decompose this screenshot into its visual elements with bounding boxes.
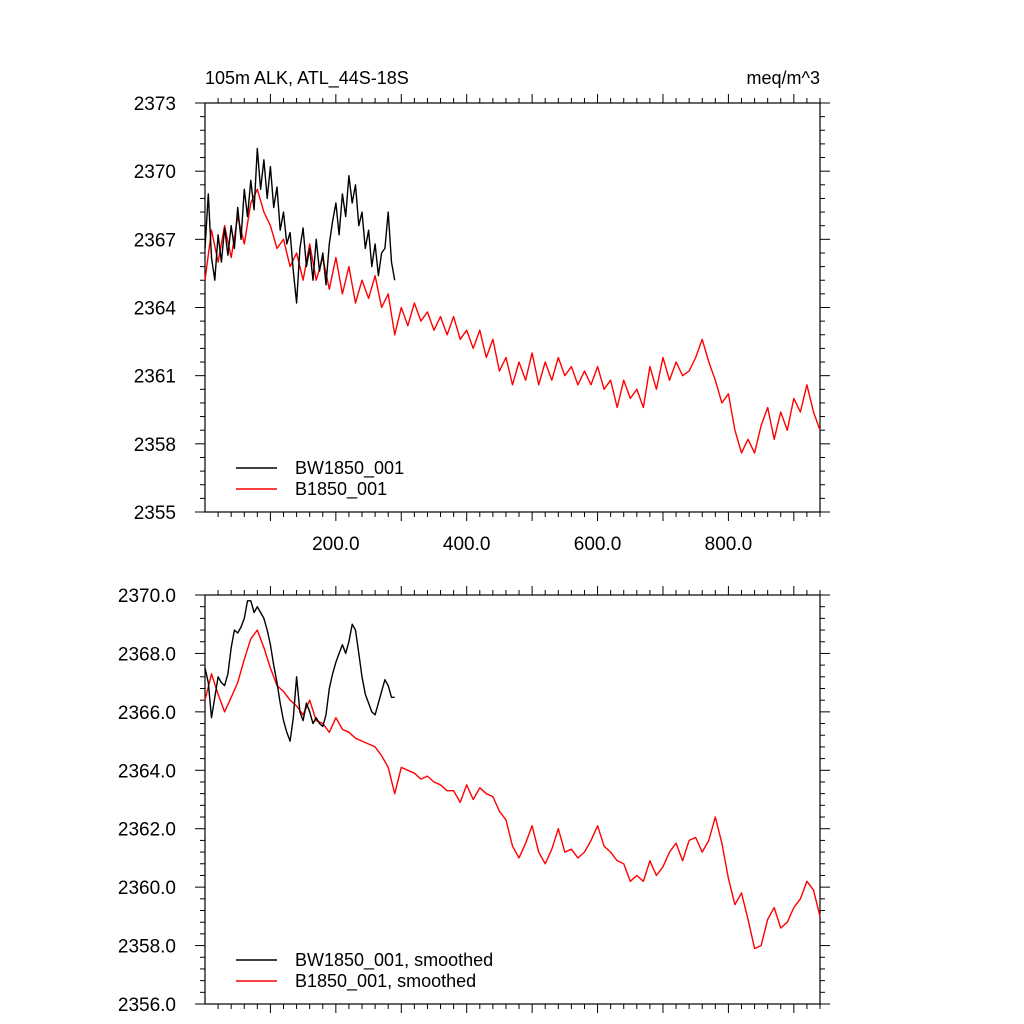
bottom-panel-y-tick-label: 2360.0 — [118, 878, 176, 899]
top-panel-y-tick-label: 2358 — [134, 435, 176, 456]
top-panel-x-tick-label: 800.0 — [705, 534, 753, 555]
bottom-panel-legend-label: B1850_001, smoothed — [295, 971, 476, 992]
bottom-panel-y-tick-label: 2366.0 — [118, 703, 176, 724]
top-panel-y-tick-label: 2355 — [134, 503, 176, 524]
bottom-panel: 2356.0 2358.0 2360.0 2362.0 2364.0 2366.0 2368… — [118, 586, 830, 1016]
bottom-panel-y-tick-labels: 2356.0 2358.0 2360.0 2362.0 2364.0 2366.0 2368… — [118, 586, 176, 1016]
bottom-panel-series-lines — [204, 600, 821, 950]
bottom-panel-plot-frame — [204, 594, 821, 1005]
bottom-panel-legend-label: BW1850_001, smoothed — [295, 950, 493, 971]
bottom-panel-y-tick-label: 2358.0 — [118, 937, 176, 958]
top-panel-x-tick-labels: 200.0 400.0 600.0 800.0 — [312, 534, 752, 555]
top-panel-series-black-line — [204, 147, 396, 304]
top-panel-legend-label: B1850_001 — [295, 479, 387, 500]
bottom-panel-ticks — [195, 586, 830, 1013]
top-panel-y-tick-label: 2373 — [134, 94, 176, 115]
top-panel-series-red-line — [204, 188, 821, 454]
top-panel-y-tick-label: 2367 — [134, 230, 176, 251]
top-panel-title: 105m ALK, ATL_44S-18S — [205, 68, 409, 89]
top-panel-plot-frame — [204, 102, 821, 513]
top-panel-y-tick-label: 2361 — [134, 367, 176, 388]
bottom-panel-y-tick-label: 2362.0 — [118, 820, 176, 841]
bottom-panel-y-tick-label: 2370.0 — [118, 586, 176, 607]
top-panel: 105m ALK, ATL_44S-18S meq/m^3 200.0 400.0… — [134, 68, 830, 555]
top-panel-units: meq/m^3 — [747, 68, 820, 88]
bottom-panel-y-tick-label: 2364.0 — [118, 761, 176, 782]
bottom-panel-y-tick-label: 2368.0 — [118, 644, 176, 665]
top-panel-y-tick-label: 2364 — [134, 299, 177, 320]
top-panel-y-tick-label: 2370 — [134, 162, 176, 183]
top-panel-x-tick-label: 400.0 — [443, 534, 491, 555]
bottom-panel-series-black-line — [204, 600, 395, 742]
top-panel-y-tick-labels: 2355 2358 2361 2364 2367 2370 2373 — [134, 94, 177, 524]
top-panel-legend-label: BW1850_001 — [295, 458, 404, 479]
top-panel-ticks — [195, 94, 830, 521]
top-panel-x-tick-label: 200.0 — [312, 534, 360, 555]
top-panel-series-lines — [204, 147, 821, 454]
bottom-panel-y-tick-label: 2356.0 — [118, 995, 176, 1016]
top-panel-x-tick-label: 600.0 — [574, 534, 622, 555]
